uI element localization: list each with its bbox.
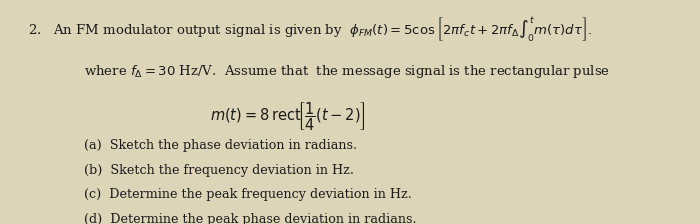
Text: where $f_\Delta = 30$ Hz/V.  Assume that  the message signal is the rectangular : where $f_\Delta = 30$ Hz/V. Assume that …: [84, 63, 610, 80]
Text: (a)  Sketch the phase deviation in radians.: (a) Sketch the phase deviation in radian…: [84, 139, 357, 152]
Text: $m(t) = 8\,\mathrm{rect}\!\left[\dfrac{1}{4}(t-2)\right]$: $m(t) = 8\,\mathrm{rect}\!\left[\dfrac{1…: [210, 101, 366, 133]
Text: (b)  Sketch the frequency deviation in Hz.: (b) Sketch the frequency deviation in Hz…: [84, 164, 354, 177]
Text: (d)  Determine the peak phase deviation in radians.: (d) Determine the peak phase deviation i…: [84, 213, 416, 224]
Text: (c)  Determine the peak frequency deviation in Hz.: (c) Determine the peak frequency deviati…: [84, 188, 412, 201]
Text: 2.   An FM modulator output signal is given by  $\phi_{FM}(t) = 5\cos\left[2\pi : 2. An FM modulator output signal is give…: [28, 16, 592, 44]
